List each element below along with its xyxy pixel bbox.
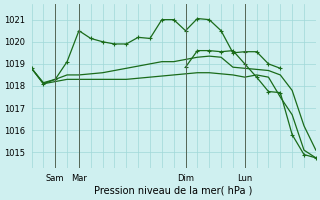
X-axis label: Pression niveau de la mer( hPa ): Pression niveau de la mer( hPa ) — [94, 186, 253, 196]
